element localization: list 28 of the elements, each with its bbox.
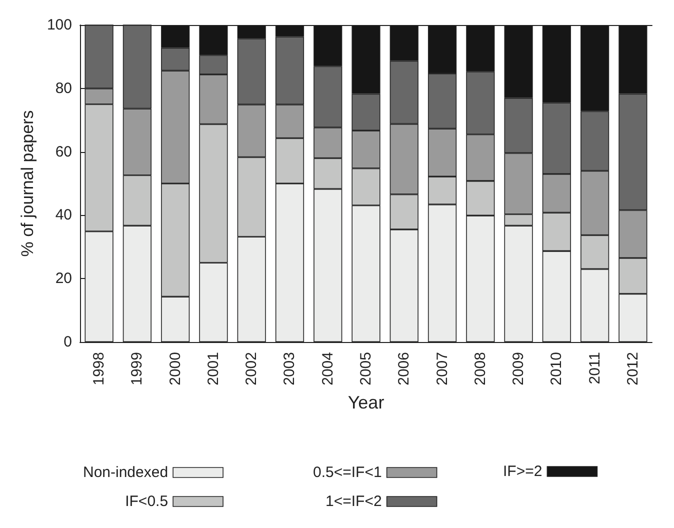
x-tick-label: 2011 <box>586 352 604 384</box>
x-tick-label: 2008 <box>472 352 489 386</box>
x-tick-label: 2007 <box>434 352 451 386</box>
x-tick-label: 2002 <box>243 352 260 386</box>
legend-label: 1<=IF<2 <box>326 493 382 510</box>
legend-label: 0.5<=IF<1 <box>312 464 382 481</box>
x-axis-title: Year <box>348 392 384 412</box>
y-tick-label: 100 <box>46 16 72 34</box>
legend-label: Non-indexed <box>82 464 168 481</box>
x-tick-label: 2010 <box>548 352 566 386</box>
x-tick-label: 2001 <box>204 352 222 386</box>
y-tick-label: 40 <box>55 206 72 224</box>
y-tick-label: 20 <box>55 270 72 288</box>
x-tick-label: 1999 <box>128 352 146 386</box>
x-tick-label: 2006 <box>396 352 413 386</box>
legend-label: IF>=2 <box>502 463 542 480</box>
y-tick-label: 80 <box>55 80 72 97</box>
y-axis-title: % of journal papers <box>18 110 38 257</box>
x-tick-label: 2004 <box>319 352 336 386</box>
x-tick-label: 1998 <box>90 352 108 386</box>
x-tick-label: 2009 <box>510 352 528 386</box>
x-tick-label: 2000 <box>166 352 184 386</box>
legend-label: IF<0.5 <box>125 493 168 510</box>
y-tick-label: 0 <box>64 334 72 350</box>
x-tick-label: 2012 <box>624 352 642 386</box>
x-tick-label: 2003 <box>281 352 298 386</box>
y-tick-label: 60 <box>55 143 72 160</box>
x-tick-label: 2005 <box>358 352 374 386</box>
